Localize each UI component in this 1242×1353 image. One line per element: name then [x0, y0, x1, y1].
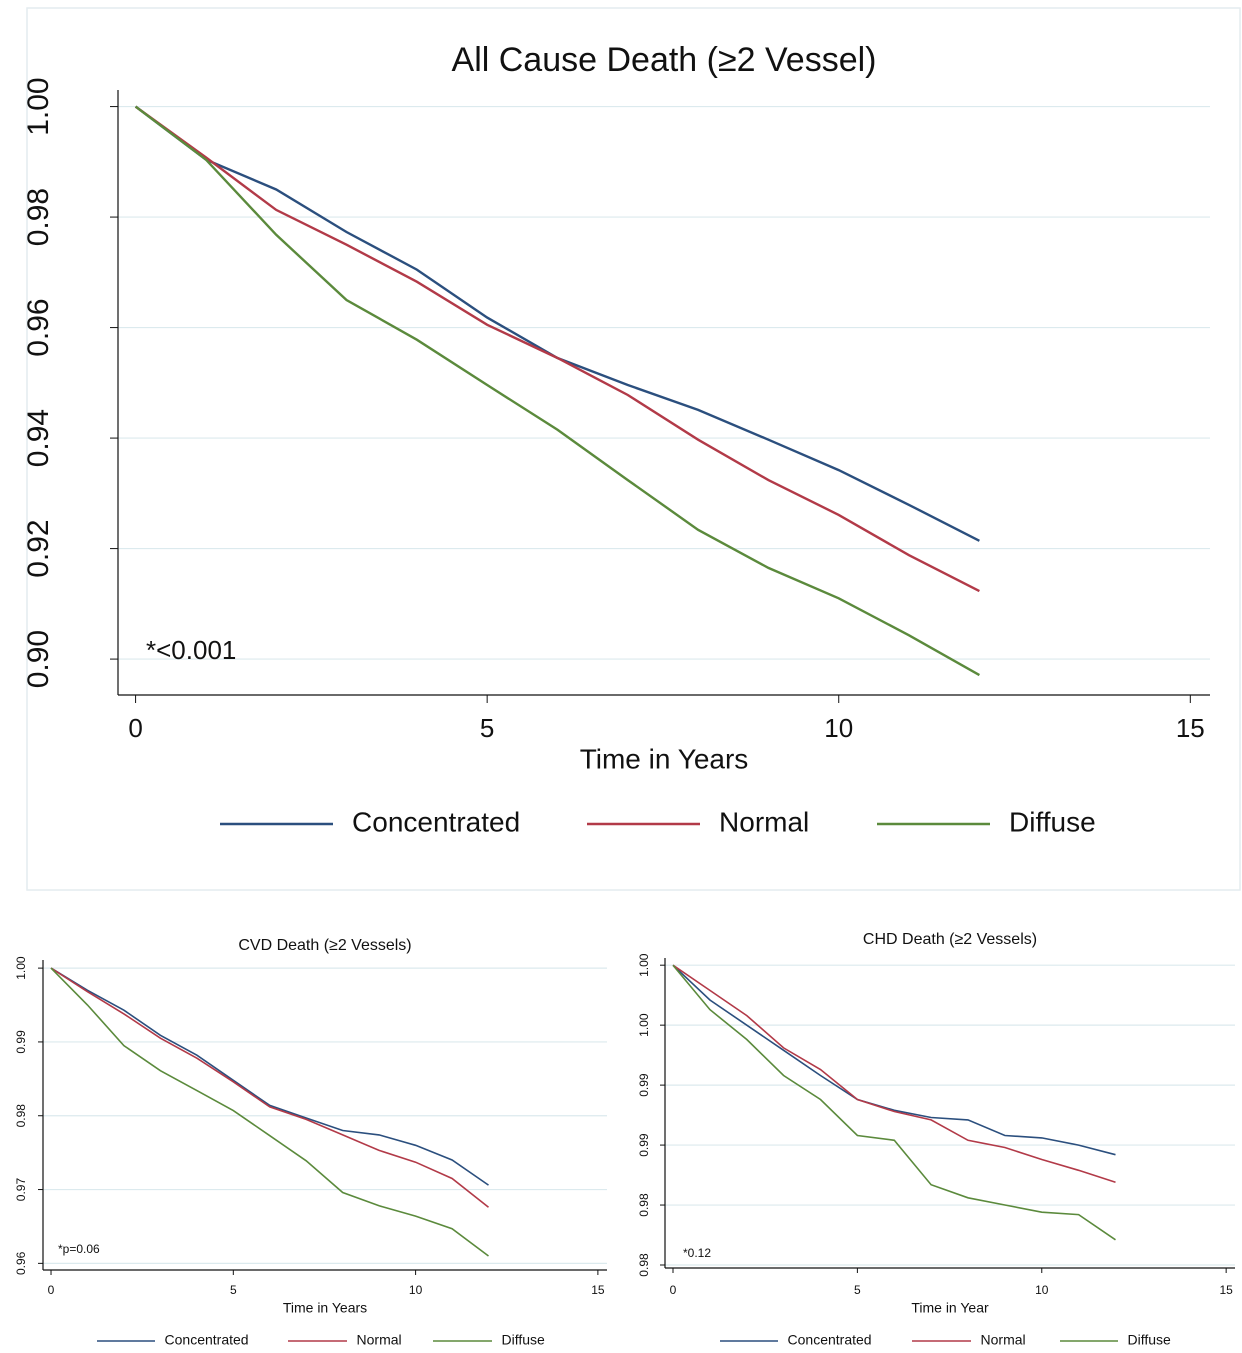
- survival-line: [50, 967, 489, 1186]
- survival-line: [672, 964, 1116, 1241]
- survival-line: [50, 967, 489, 1257]
- x-tick-label: 10: [824, 713, 853, 743]
- y-tick-label: 0.99: [637, 1073, 651, 1097]
- main-panel: [26, 7, 1241, 891]
- x-tick-label: 15: [1219, 1283, 1233, 1297]
- annotation: *<0.001: [146, 635, 236, 665]
- legend-label: Concentrated: [788, 1332, 872, 1348]
- y-tick-label: 0.94: [22, 409, 55, 467]
- y-tick-label: 1.00: [22, 77, 55, 135]
- x-tick-label: 5: [854, 1283, 861, 1297]
- x-axis-label: Time in Years: [580, 743, 749, 774]
- survival-line: [672, 964, 1116, 1184]
- x-tick-label: 0: [670, 1283, 677, 1297]
- y-tick-label: 0.98: [637, 1193, 651, 1217]
- y-tick-label: 0.92: [22, 519, 55, 577]
- y-tick-label: 1.00: [14, 956, 28, 980]
- x-tick-label: 0: [128, 713, 142, 743]
- chart-title: CVD Death (≥2 Vessels): [238, 937, 411, 954]
- x-tick-label: 0: [48, 1283, 55, 1297]
- survival-line: [672, 964, 1116, 1156]
- y-tick-label: 0.90: [22, 630, 55, 688]
- x-axis-label: Time in Year: [911, 1300, 989, 1316]
- survival-line: [134, 105, 980, 677]
- legend-label: Diffuse: [1128, 1332, 1172, 1348]
- legend-label: Diffuse: [1009, 806, 1096, 837]
- y-tick-label: 0.98: [637, 1253, 651, 1277]
- legend-label: Normal: [719, 806, 809, 837]
- legend-label: Concentrated: [165, 1332, 249, 1348]
- y-tick-label: 1.00: [637, 1013, 651, 1037]
- y-tick-label: 0.98: [14, 1104, 28, 1128]
- legend-label: Concentrated: [352, 806, 520, 837]
- y-tick-label: 0.96: [22, 298, 55, 356]
- legend-label: Diffuse: [502, 1332, 546, 1348]
- legend-label: Normal: [981, 1332, 1026, 1348]
- y-tick-label: 0.99: [637, 1133, 651, 1157]
- x-tick-label: 5: [480, 713, 494, 743]
- chart-title: All Cause Death (≥2 Vessel): [452, 41, 877, 79]
- y-tick-label: 0.99: [14, 1030, 28, 1054]
- survival-line: [50, 967, 489, 1208]
- x-tick-label: 15: [591, 1283, 605, 1297]
- y-tick-label: 0.97: [14, 1178, 28, 1202]
- survival-line: [134, 105, 980, 593]
- x-tick-label: 10: [1035, 1283, 1049, 1297]
- x-tick-label: 10: [409, 1283, 423, 1297]
- y-tick-label: 1.00: [637, 953, 651, 977]
- y-tick-label: 0.96: [14, 1251, 28, 1275]
- x-tick-label: 15: [1176, 713, 1205, 743]
- legend-label: Normal: [357, 1332, 402, 1348]
- x-axis-label: Time in Years: [283, 1300, 367, 1316]
- y-tick-label: 0.98: [22, 188, 55, 246]
- annotation: *0.12: [683, 1246, 711, 1260]
- x-tick-label: 5: [230, 1283, 237, 1297]
- chart-title: CHD Death (≥2 Vessels): [863, 931, 1037, 948]
- annotation: *p=0.06: [58, 1242, 100, 1256]
